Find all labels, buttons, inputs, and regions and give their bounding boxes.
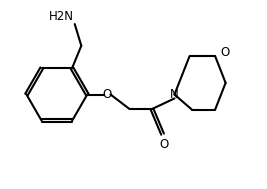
Text: O: O — [220, 46, 229, 60]
Text: H2N: H2N — [48, 10, 73, 23]
Text: O: O — [103, 88, 112, 101]
Text: O: O — [159, 138, 168, 151]
Text: N: N — [170, 88, 179, 101]
